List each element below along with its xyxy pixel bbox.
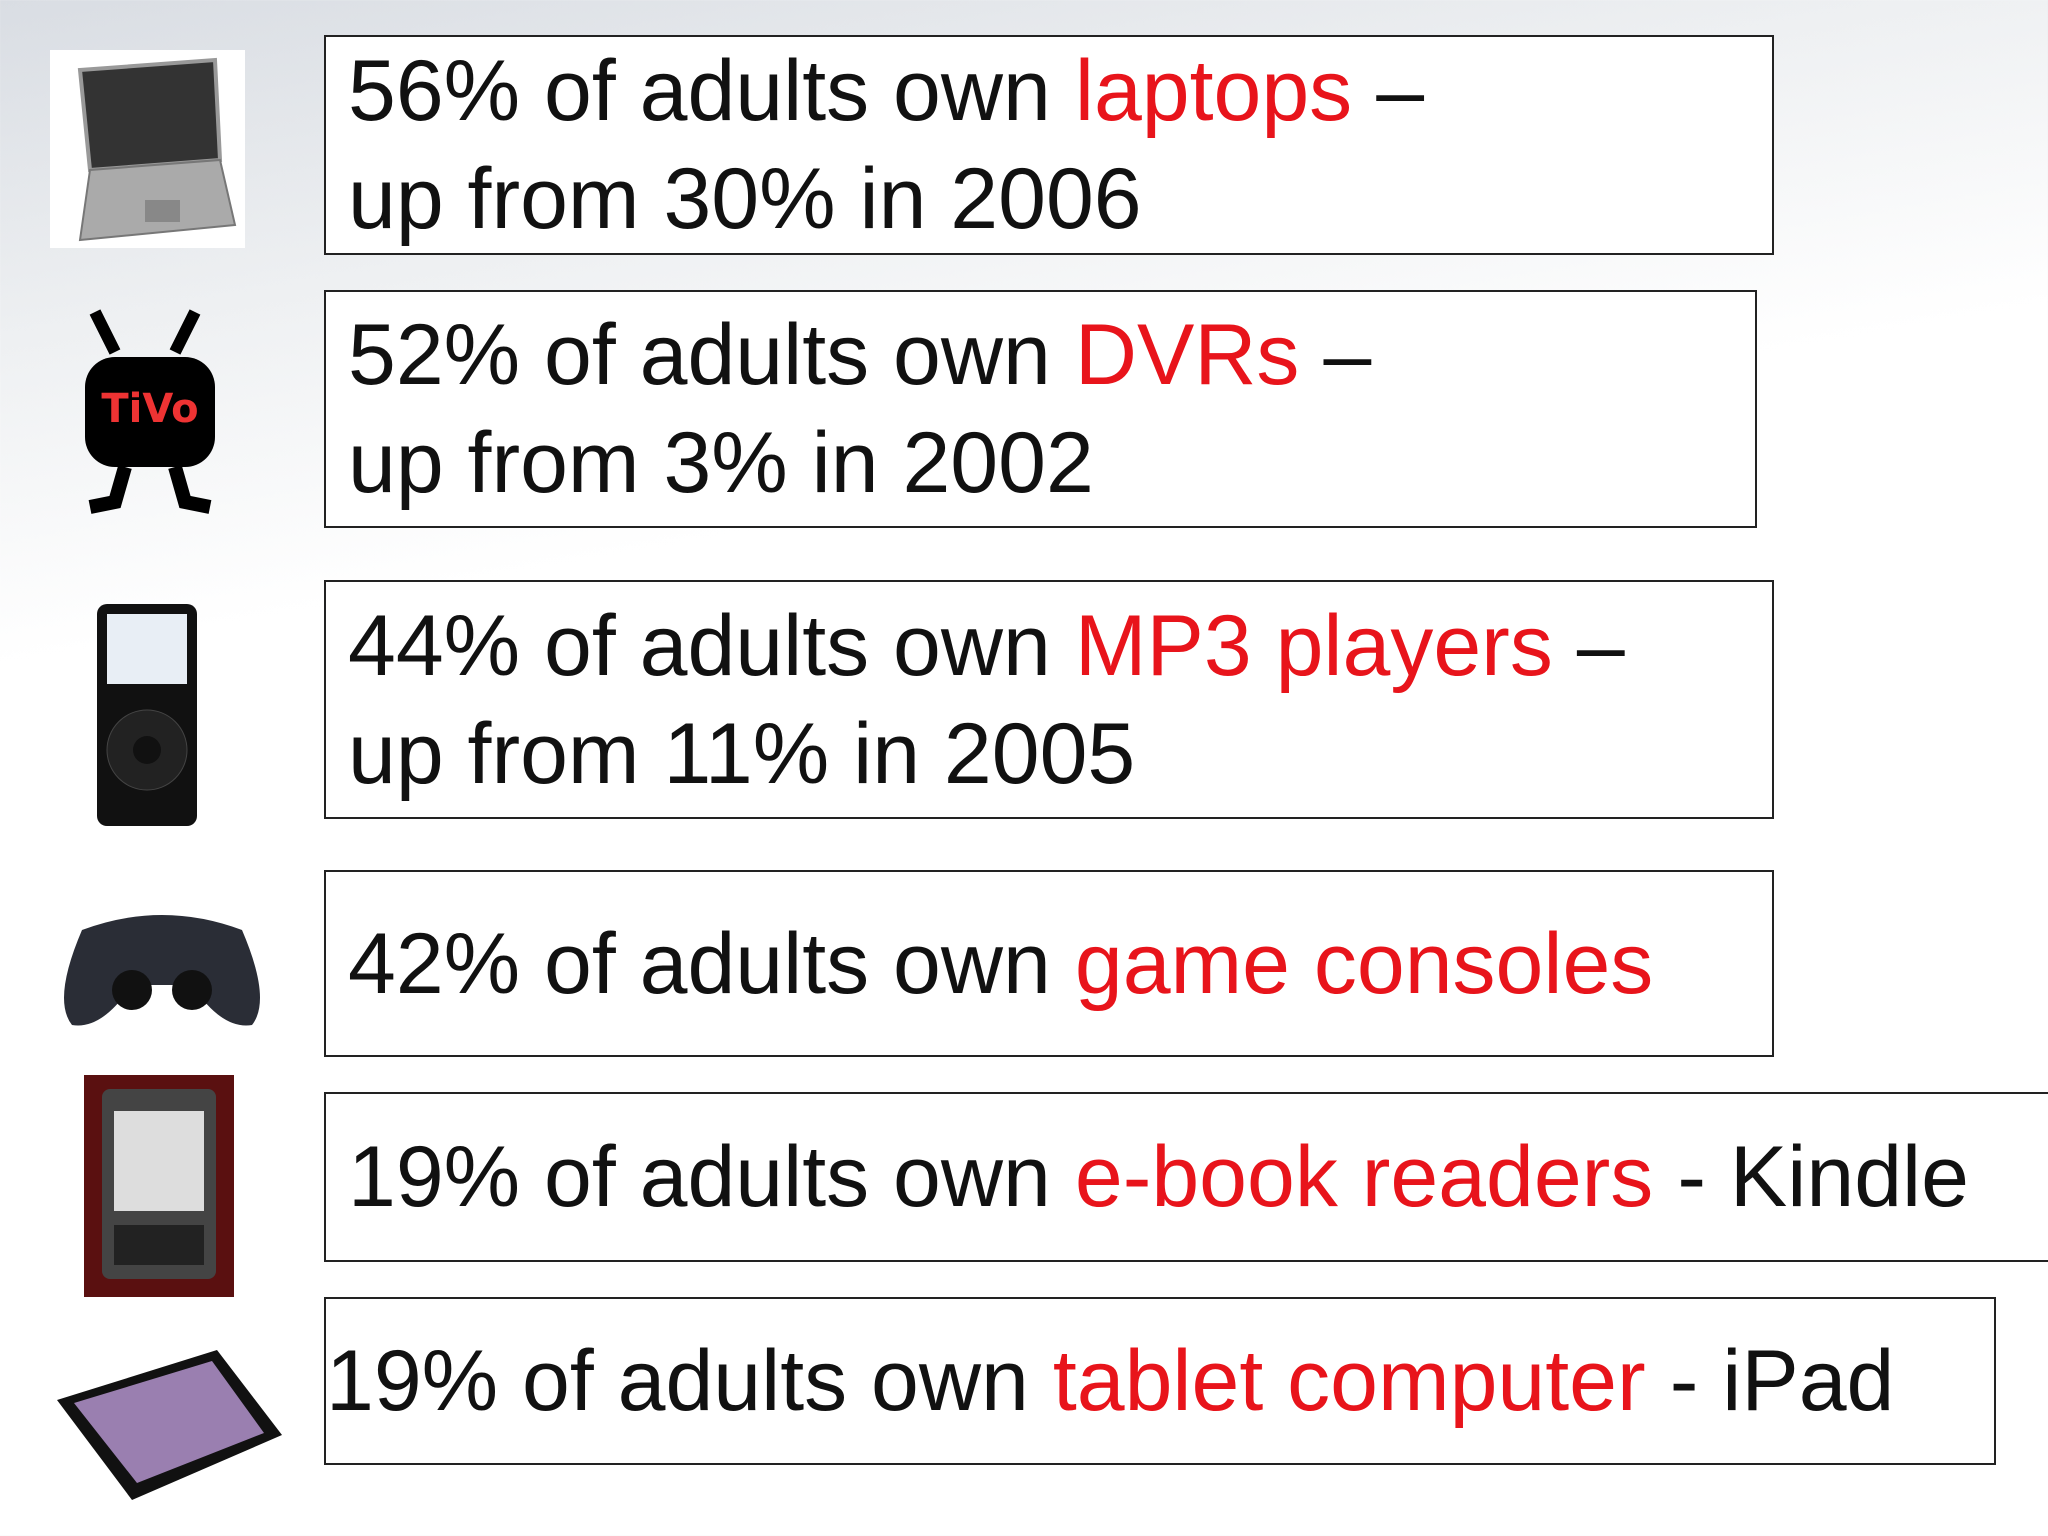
highlight-text: tablet computer xyxy=(1052,1333,1646,1429)
highlight-text: laptops xyxy=(1074,43,1353,139)
stat-box: 19% of adults own tablet computer - iPad xyxy=(324,1297,1996,1465)
lead-text: 56% of adults own xyxy=(348,43,1051,139)
tail-text: – xyxy=(1323,307,1372,403)
stat-box: 56% of adults own laptops – up from 30% in … xyxy=(324,35,1774,255)
tablet-icon xyxy=(57,1350,282,1500)
ebook-icon xyxy=(84,1075,234,1297)
highlight-text: e-book readers xyxy=(1074,1129,1654,1225)
highlight-text: MP3 players xyxy=(1074,597,1553,694)
stat-box: 42% of adults own game consoles xyxy=(324,870,1774,1057)
line: 42% of adults own game consoles xyxy=(348,910,1772,1018)
line: 19% of adults own tablet computer - iPad xyxy=(326,1327,1994,1435)
lead-text: 44% of adults own xyxy=(348,597,1051,694)
line-2: up from 3% in 2002 xyxy=(348,415,1094,511)
lead-text: 52% of adults own xyxy=(348,307,1051,403)
lead-text: 19% of adults own xyxy=(326,1333,1029,1429)
tail-text: - Kindle xyxy=(1677,1129,1969,1225)
lead-text: 19% of adults own xyxy=(348,1129,1051,1225)
stat-box: 52% of adults own DVRs – up from 3% in 2002 xyxy=(324,290,1757,528)
controller-icon xyxy=(64,915,260,1026)
line-2: up from 11% in 2005 xyxy=(348,705,1136,802)
line: 56% of adults own laptops – xyxy=(348,37,1772,145)
laptop-icon xyxy=(50,50,245,248)
tail-text: – xyxy=(1576,597,1625,694)
tivo-icon: TiVo xyxy=(85,309,215,514)
highlight-text: DVRs xyxy=(1074,307,1300,403)
line: 19% of adults own e-book readers - Kindle xyxy=(348,1123,2048,1231)
line: 44% of adults own MP3 players – xyxy=(348,592,1772,700)
tail-text: - iPad xyxy=(1669,1333,1895,1429)
svg-text:TiVo: TiVo xyxy=(101,386,198,432)
line-2: up from 30% in 2006 xyxy=(348,151,1142,247)
stat-box: 44% of adults own MP3 players – up from 11%… xyxy=(324,580,1774,819)
lead-text: 42% of adults own xyxy=(348,915,1051,1012)
mp3-icon xyxy=(97,604,197,826)
line: 52% of adults own DVRs – xyxy=(348,301,1755,409)
tail-text: – xyxy=(1376,43,1425,139)
stat-box: 19% of adults own e-book readers - Kindle xyxy=(324,1092,2048,1262)
highlight-text: game consoles xyxy=(1074,915,1654,1012)
